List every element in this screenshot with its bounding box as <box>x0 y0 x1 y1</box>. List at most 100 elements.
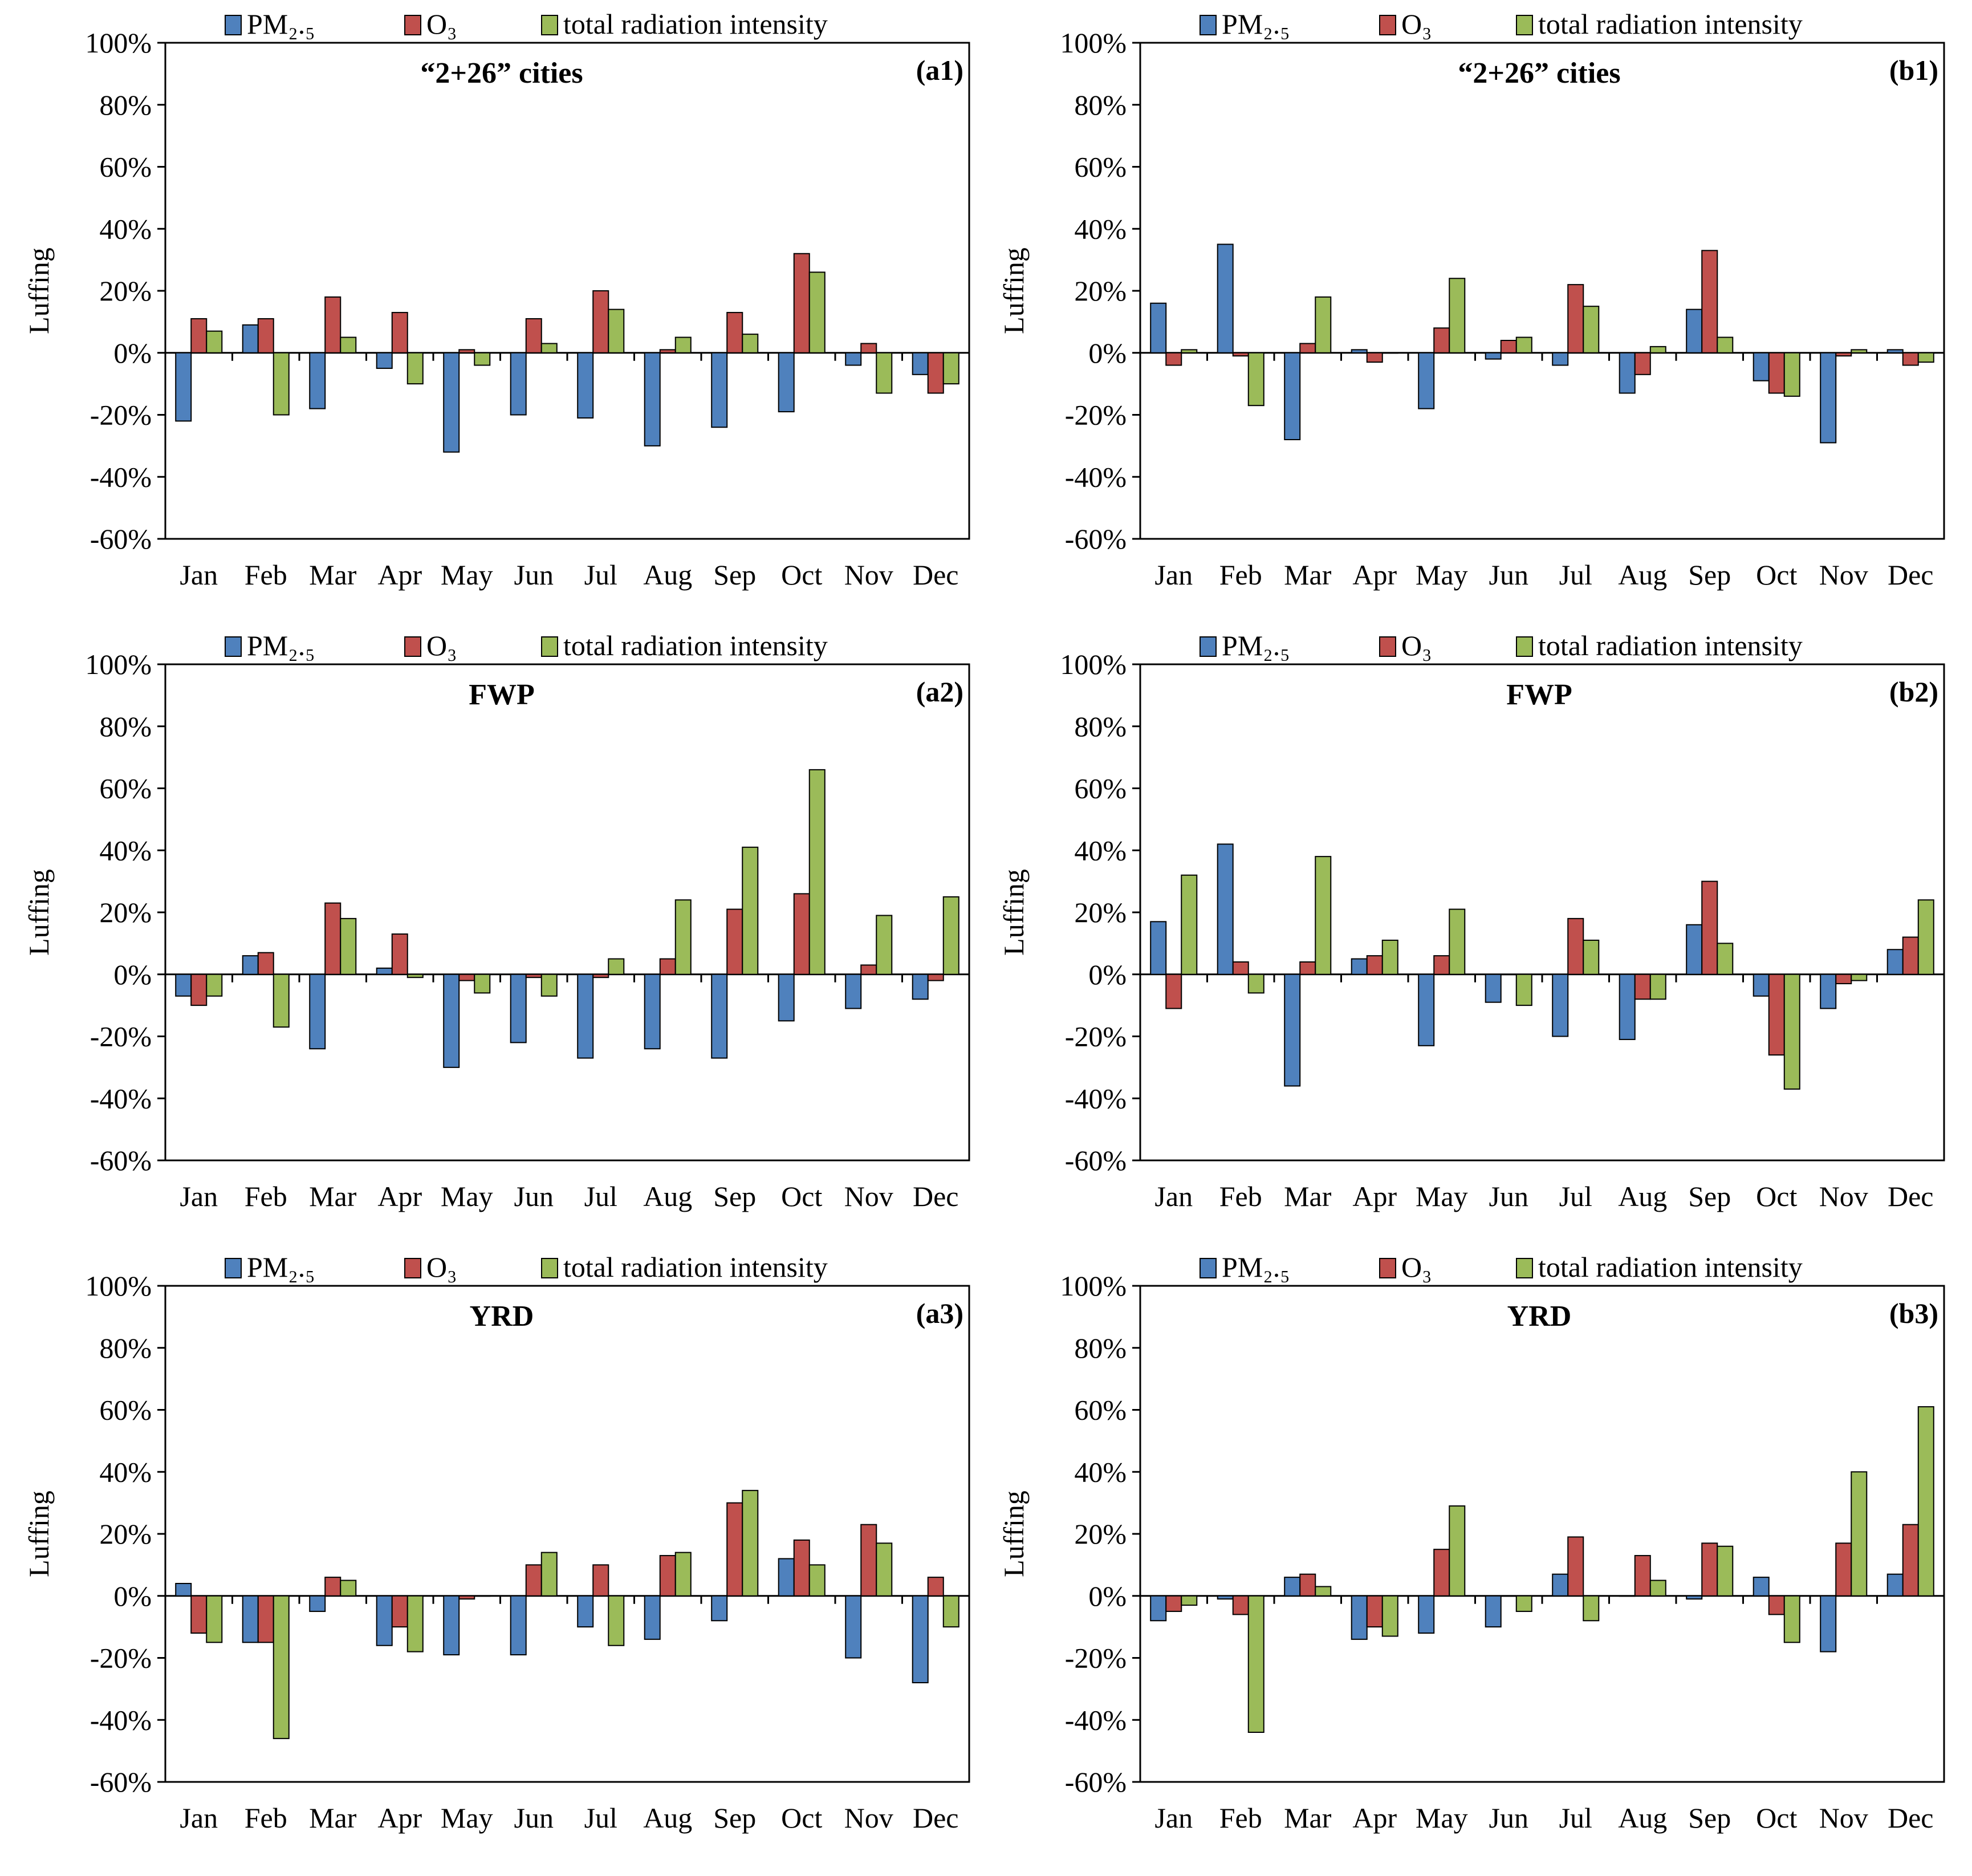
x-tick-label: Mar <box>1284 559 1332 591</box>
bar-series1-sep <box>711 1595 728 1622</box>
bar-series1-aug <box>1619 973 1636 1040</box>
bar-series2-nov <box>860 343 877 354</box>
bar-series3-may <box>474 1595 491 1597</box>
panel-title: YRD <box>470 1300 534 1333</box>
bar-series3-nov <box>1851 1471 1868 1597</box>
x-tick-label: Dec <box>913 1802 959 1834</box>
bar-series3-oct <box>808 271 826 354</box>
bar-series2-oct <box>1768 352 1785 394</box>
bar-series2-oct <box>1768 1595 1785 1615</box>
bar-series2-jun <box>1500 340 1517 354</box>
bar-series1-sep <box>1686 1595 1703 1600</box>
bar-series2-nov <box>1835 352 1852 357</box>
bar-series2-aug <box>1634 973 1651 1000</box>
bar-series3-feb <box>273 352 290 416</box>
x-tick-label: Oct <box>1756 1180 1797 1212</box>
y-tick-label: 40% <box>1074 1456 1127 1488</box>
y-tick-label: 20% <box>1074 275 1127 307</box>
y-tick-label: -20% <box>90 1021 152 1053</box>
bar-series2-sep <box>1701 1542 1718 1597</box>
bar-series2-feb <box>1232 352 1249 357</box>
bar-series2-apr <box>391 1595 408 1628</box>
y-tick-label: -40% <box>90 461 152 493</box>
y-tick-label: 20% <box>99 896 152 928</box>
bar-series3-oct <box>808 1564 826 1597</box>
legend-label-2: O₃ <box>1401 630 1432 661</box>
bar-series2-jul <box>592 1564 609 1597</box>
bar-series3-oct <box>1783 352 1800 397</box>
bar-series2-apr <box>1366 352 1383 363</box>
x-tick-label: Jul <box>1559 1802 1592 1834</box>
legend-label-1: PM₂.₅ <box>1222 1251 1290 1283</box>
bar-series1-jun <box>510 352 527 416</box>
plot-frame <box>1139 663 1945 1162</box>
bar-series2-mar <box>324 296 341 354</box>
bar-series2-jan <box>190 318 208 354</box>
bar-series1-dec <box>912 352 929 375</box>
y-tick-label: -40% <box>1065 461 1127 493</box>
y-tick-label: 20% <box>1074 1518 1127 1550</box>
bar-series2-nov <box>860 964 877 975</box>
bar-series3-nov <box>876 352 893 394</box>
bar-series1-jun <box>510 973 527 1043</box>
bar-series3-apr <box>406 352 424 385</box>
bar-series1-jan <box>175 973 192 997</box>
x-tick-label: Nov <box>844 1180 893 1212</box>
y-tick-label: 100% <box>85 27 152 59</box>
bar-series3-jul <box>608 308 625 354</box>
bar-series3-dec <box>942 352 959 385</box>
y-tick-label: -20% <box>1065 1642 1127 1674</box>
bar-series1-apr <box>376 1595 393 1646</box>
panel-tag: (a1) <box>916 54 963 86</box>
bar-series1-aug <box>1619 1595 1636 1597</box>
legend-swatch-1 <box>1200 636 1217 657</box>
bar-series3-jan <box>1181 1595 1198 1606</box>
bar-series3-feb <box>273 1595 290 1739</box>
x-tick-label: Dec <box>913 1180 959 1212</box>
bar-series3-jul <box>1583 939 1600 975</box>
y-tick-label: 80% <box>99 710 152 742</box>
y-tick-label: 100% <box>85 1270 152 1302</box>
x-tick-label: Sep <box>1688 1802 1731 1834</box>
bar-series2-aug <box>659 1555 676 1597</box>
bar-series3-sep <box>742 334 759 354</box>
bar-series3-jan <box>1181 349 1198 354</box>
bar-series2-mar <box>324 902 341 975</box>
bar-series3-apr <box>1381 352 1398 354</box>
bar-series3-jan <box>206 973 223 997</box>
x-tick-label: Jun <box>514 1802 554 1834</box>
bar-series3-aug <box>674 1552 692 1597</box>
y-tick-label: 100% <box>85 648 152 680</box>
panel-tag: (a3) <box>916 1297 963 1329</box>
bar-series1-jan <box>1150 302 1167 354</box>
chart-panel-4: 100% 80% 60% 40% 20% 0% -20% -40% -60% Luffing Jan… <box>998 630 1945 1212</box>
bar-series2-feb <box>257 1595 274 1643</box>
y-tick-label: 80% <box>99 1332 152 1364</box>
bar-series2-sep <box>726 1502 743 1597</box>
bar-series3-jun <box>1515 336 1532 354</box>
x-tick-label: Jul <box>584 1802 617 1834</box>
legend-swatch-3 <box>1516 636 1533 657</box>
bar-series1-jan <box>1150 921 1167 975</box>
bar-series3-jun <box>540 343 558 354</box>
bar-series1-jul <box>577 973 594 1059</box>
bar-series2-mar <box>1299 1573 1316 1597</box>
bar-series1-oct <box>778 973 795 1022</box>
bar-series2-dec <box>927 352 944 394</box>
bar-series1-nov <box>1820 1595 1837 1652</box>
y-tick-label: -60% <box>90 523 152 555</box>
x-tick-label: Jul <box>1559 1180 1592 1212</box>
bar-series3-dec <box>942 896 959 975</box>
y-tick-label: 0% <box>1088 959 1127 990</box>
x-tick-label: May <box>441 559 493 591</box>
bar-series3-jun <box>540 1552 558 1597</box>
x-tick-label: Jan <box>1154 1180 1193 1212</box>
y-tick-label: -40% <box>90 1704 152 1736</box>
panel-title: “2+26” cities <box>1458 57 1620 90</box>
x-tick-label: May <box>441 1180 493 1212</box>
bar-series1-jun <box>1485 352 1502 360</box>
bar-series3-mar <box>340 1579 357 1597</box>
bar-series3-may <box>474 352 491 366</box>
y-axis-title: Luffing <box>23 1491 55 1577</box>
